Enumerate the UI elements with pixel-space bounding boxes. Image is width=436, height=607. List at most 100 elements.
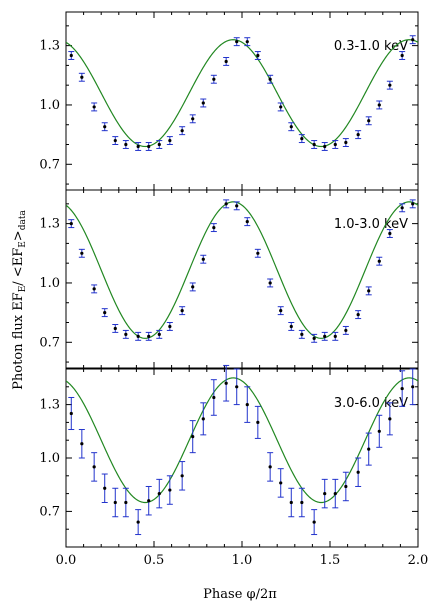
data-point [191, 117, 195, 121]
data-point [113, 138, 117, 143]
panel-2: 0.7 1.0 1.3 1.0-3.0 keV [39, 189, 419, 369]
model-curve [66, 201, 418, 339]
data-point [344, 484, 348, 489]
data-point [180, 129, 184, 133]
data-point [400, 206, 404, 210]
x-tick-label: 1.5 [320, 553, 341, 568]
data-point [136, 334, 140, 338]
data-point [377, 103, 381, 107]
data-point [356, 470, 360, 474]
data-point [69, 222, 73, 226]
data-point [356, 313, 360, 317]
data-point [312, 142, 316, 147]
data-point [400, 53, 404, 58]
data-point [411, 385, 415, 389]
data-point [289, 324, 293, 329]
data-point [80, 251, 84, 255]
data-point [300, 500, 304, 505]
data-point [201, 257, 205, 261]
data-point [224, 381, 228, 385]
data-point [388, 417, 392, 421]
data-point [300, 332, 304, 336]
panel-3: 0.7 1.0 1.3 3.0-6.0 keV 0.0 0.5 1.0 1.5 2.0 [39, 364, 429, 568]
data-point [268, 281, 272, 285]
data-point [191, 435, 195, 439]
panels: 0.7 1.0 1.3 0.3-1.0 keV 0.7 1.0 1.3 1.0-3.0 keV… [39, 11, 429, 568]
data-point [124, 142, 128, 147]
x-tick-label: 1.0 [232, 553, 253, 568]
data-point [300, 136, 304, 141]
y-axis-label-end: > [11, 230, 26, 241]
data-point [377, 259, 381, 263]
data-point [333, 142, 337, 147]
y-tick-label: 1.3 [39, 217, 60, 232]
data-point [245, 40, 249, 44]
data-point [256, 53, 260, 58]
data-point [136, 144, 140, 149]
data-point [103, 311, 107, 315]
data-point [212, 77, 216, 81]
data-point [147, 334, 151, 338]
data-point [212, 225, 216, 230]
panel-label: 1.0-3.0 keV [334, 217, 408, 232]
data-point [124, 500, 128, 505]
data-point [180, 474, 184, 478]
data-point [80, 442, 84, 446]
x-tick-label: 2.0 [408, 553, 429, 568]
data-point [245, 220, 249, 224]
data-point [103, 125, 107, 129]
data-point [245, 403, 249, 407]
data-point [256, 251, 260, 255]
y-tick-label: 1.0 [39, 276, 60, 291]
y-axis-label: Photon flux EFE/ <EFE>data [11, 210, 28, 390]
data-point [103, 486, 107, 490]
data-point [124, 332, 128, 336]
y-tick-label: 0.7 [39, 504, 60, 519]
data-point [388, 83, 392, 87]
data-point [212, 395, 216, 400]
data-point [191, 285, 195, 289]
data-point [333, 492, 337, 496]
data-point [168, 138, 172, 143]
data-point [289, 125, 293, 129]
data-point [69, 411, 73, 416]
data-point [367, 119, 371, 123]
data-point [235, 40, 239, 44]
model-curve [66, 39, 418, 148]
data-point [157, 332, 161, 336]
data-point [168, 324, 172, 329]
data-point [344, 328, 348, 333]
data-point [323, 144, 327, 149]
data-point [92, 465, 96, 469]
data-point [268, 77, 272, 81]
data-point [168, 488, 172, 492]
data-point [411, 38, 415, 42]
y-axis-label-main: Photon flux EF [11, 292, 26, 390]
x-axis-label: Phase φ/2π [203, 587, 277, 602]
data-point [180, 309, 184, 313]
panel-label: 0.3-1.0 keV [334, 39, 408, 54]
data-point [356, 133, 360, 137]
data-point [92, 287, 96, 291]
y-axis-label-sub1: E [18, 286, 28, 293]
data-point [113, 326, 117, 331]
y-axis-label-mid: / <EF [11, 248, 26, 286]
data-point [279, 105, 283, 109]
model-curve [66, 377, 418, 504]
data-point [201, 417, 205, 421]
data-point [312, 520, 316, 524]
data-point [411, 202, 415, 206]
data-point [400, 386, 404, 391]
data-point [92, 105, 96, 109]
data-point [289, 500, 293, 505]
panel-1: 0.7 1.0 1.3 0.3-1.0 keV [39, 11, 419, 191]
data-point [157, 492, 161, 496]
x-tick-label: 0.5 [144, 553, 165, 568]
y-tick-label: 0.7 [39, 335, 60, 350]
data-point [323, 334, 327, 338]
data-point [157, 142, 161, 147]
y-tick-label: 1.0 [39, 451, 60, 466]
data-point [147, 499, 151, 503]
data-point [113, 500, 117, 505]
data-point [388, 231, 392, 236]
